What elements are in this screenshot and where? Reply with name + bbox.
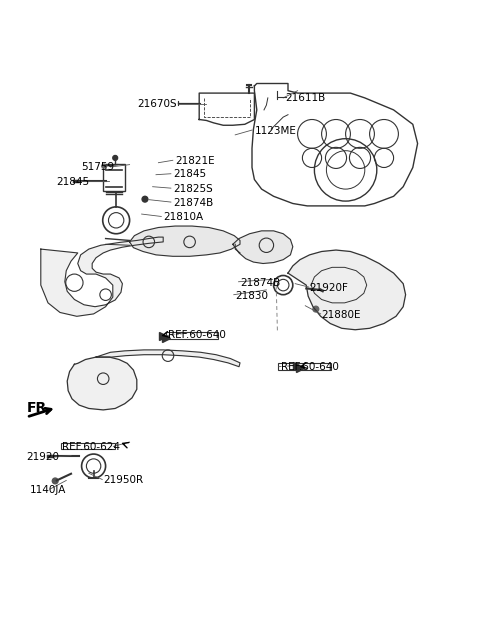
Text: 21821E: 21821E (175, 156, 215, 166)
Text: REF.60-624: REF.60-624 (62, 442, 120, 452)
Text: 21825S: 21825S (173, 184, 213, 194)
Circle shape (52, 478, 58, 484)
Text: 21880E: 21880E (322, 310, 361, 320)
Text: 51759: 51759 (82, 163, 115, 173)
Text: REF.60-640: REF.60-640 (281, 362, 339, 372)
Text: 21845: 21845 (57, 177, 90, 187)
Text: 21810A: 21810A (163, 212, 204, 222)
Text: 21874B: 21874B (240, 278, 280, 288)
Text: 21920: 21920 (26, 452, 60, 462)
Text: REF.60-640: REF.60-640 (168, 330, 226, 341)
Text: 21830: 21830 (235, 291, 268, 301)
Polygon shape (288, 250, 406, 330)
Circle shape (113, 156, 118, 160)
Bar (166, 331, 218, 339)
Bar (103, 164, 125, 191)
Circle shape (142, 196, 148, 202)
Text: 21845: 21845 (173, 169, 206, 179)
Text: 21874B: 21874B (173, 198, 213, 208)
Text: 1123ME: 1123ME (254, 126, 296, 136)
Text: 21920F: 21920F (310, 283, 348, 293)
Polygon shape (130, 226, 240, 256)
Polygon shape (96, 350, 240, 367)
Polygon shape (41, 237, 163, 316)
Text: 1140JA: 1140JA (30, 485, 66, 495)
Circle shape (313, 307, 319, 312)
Bar (61, 442, 115, 449)
Polygon shape (67, 357, 137, 410)
Polygon shape (233, 231, 293, 264)
Text: 21670S: 21670S (137, 99, 177, 109)
Circle shape (102, 164, 106, 168)
Text: 21611B: 21611B (286, 93, 326, 103)
Text: FR.: FR. (26, 401, 52, 416)
Bar (278, 363, 331, 370)
Text: 21950R: 21950R (103, 475, 144, 485)
